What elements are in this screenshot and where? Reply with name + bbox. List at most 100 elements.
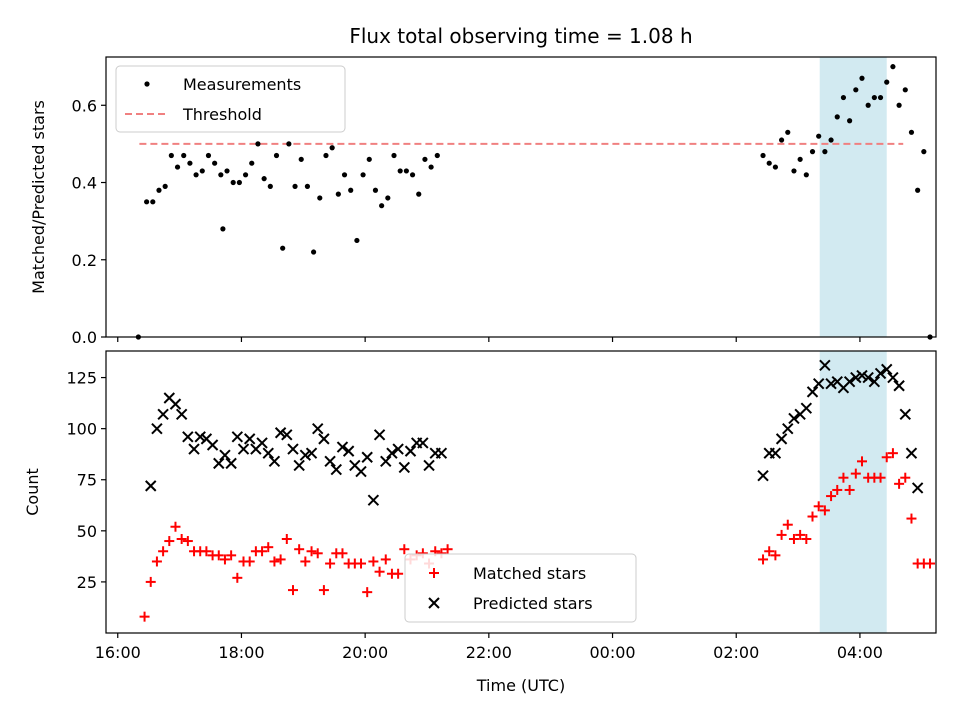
matched-star-point	[782, 519, 793, 530]
predicted-star-point	[850, 371, 862, 384]
predicted-star-point	[157, 408, 169, 421]
matched-star-point	[826, 491, 837, 502]
x-tick-label: 18:00	[218, 643, 264, 662]
measurement-point	[199, 168, 205, 174]
predicted-star-point	[812, 377, 825, 390]
measurement-point	[403, 168, 409, 174]
predicted-star-point	[194, 431, 206, 443]
measurement-point	[156, 187, 162, 193]
top-legend: Measurements Threshold	[115, 65, 346, 133]
matched-star-point	[325, 558, 336, 569]
predicted-star-point	[287, 443, 299, 455]
x-tick-label: 16:00	[95, 643, 141, 662]
measurement-point	[168, 152, 174, 159]
measurement-point	[304, 183, 311, 189]
bottom-panel: 25 50 75 100 125 16:00 18:00 20:00 22:00 00:00 02…	[23, 350, 937, 695]
top-legend-box	[115, 65, 346, 133]
predicted-star-point	[243, 433, 256, 445]
measurement-point	[242, 172, 249, 178]
measurement-point	[803, 172, 809, 178]
measurement-point	[205, 152, 212, 159]
predicted-star-point	[312, 422, 324, 435]
matched-star-point	[393, 568, 404, 579]
predicted-star-point	[423, 459, 435, 472]
predicted-star-point	[800, 402, 813, 414]
measurement-point	[409, 172, 416, 178]
predicted-star-point	[899, 408, 911, 421]
measurement-point	[778, 137, 785, 143]
matched-star-point	[776, 529, 787, 540]
matched-star-point	[399, 544, 410, 555]
top-panel: 0.0 0.2 0.4 0.6 Matched/Predicted stars Mea…	[29, 56, 937, 347]
predicted-star-point	[175, 408, 188, 421]
x-tick-label: 04:00	[837, 643, 883, 662]
predicted-star-point	[862, 371, 874, 384]
matched-star-point	[226, 550, 237, 561]
matched-star-point	[856, 456, 867, 467]
matched-star-point	[819, 505, 830, 516]
predicted-star-point	[330, 463, 342, 476]
predicted-star-point	[262, 447, 274, 459]
predicted-star-point	[856, 369, 868, 382]
matched-star-point	[838, 472, 849, 483]
top-y-ticks: 0.0 0.2 0.4 0.6	[72, 96, 106, 347]
predicted-star-point	[268, 455, 281, 468]
bottom-y-axis-title: Count	[23, 468, 42, 516]
x-tick-label: 00:00	[589, 643, 635, 662]
measurement-point	[311, 249, 317, 255]
measurement-point	[890, 64, 896, 70]
predicted-star-point	[788, 412, 800, 425]
predicted-star-point	[905, 447, 918, 459]
measurement-point	[847, 118, 853, 124]
predicted-star-point	[182, 431, 194, 443]
predicted-star-point	[324, 455, 336, 468]
measurement-point	[908, 129, 915, 135]
predicted-star-point	[398, 461, 411, 474]
measurement-point	[323, 152, 329, 159]
y-tick-label: 25	[77, 573, 97, 592]
predicted-star-point	[417, 437, 429, 449]
measurement-point	[317, 195, 323, 201]
predicted-star-point	[151, 422, 163, 435]
predicted-star-point	[881, 363, 893, 376]
x-axis-title: Time (UTC)	[476, 676, 565, 695]
measurements-series	[135, 64, 933, 340]
chart-title: Flux total observing time = 1.08 h	[349, 24, 692, 48]
predicted-star-point	[361, 451, 373, 463]
measurement-point	[212, 160, 218, 166]
measurement-point	[434, 152, 440, 159]
measurement-point	[329, 145, 335, 151]
matched-star-point	[182, 536, 193, 547]
bottom-highlight-span	[819, 351, 887, 633]
measurement-point	[360, 172, 366, 178]
measurement-point	[298, 156, 304, 162]
measurement-point	[797, 156, 803, 162]
matched-star-point	[764, 546, 775, 557]
y-tick-label: 125	[66, 369, 97, 388]
predicted-star-point	[336, 441, 349, 453]
matched-star-point	[201, 546, 212, 557]
measurement-point	[840, 94, 847, 101]
predicted-star-point	[392, 443, 404, 455]
matched-star-point	[788, 534, 799, 544]
predicted-star-point	[819, 359, 831, 372]
predicted-star-point	[318, 433, 330, 445]
predicted-star-point	[893, 380, 905, 392]
legend-predicted-marker	[428, 597, 440, 609]
predicted-star-point	[355, 465, 367, 478]
measurement-point	[822, 149, 828, 155]
matched-star-point	[312, 548, 323, 559]
legend-matched-label: Matched stars	[473, 564, 586, 583]
legend-matched-marker	[429, 568, 439, 578]
matched-star-point	[832, 484, 843, 495]
matched-star-point	[801, 534, 812, 544]
measurement-point	[354, 237, 360, 244]
predicted-star-point	[782, 422, 794, 435]
measurement-point	[915, 187, 921, 193]
matched-star-point	[145, 576, 156, 587]
predicted-star-point	[911, 482, 924, 494]
predicted-star-point	[843, 375, 856, 388]
matched-star-point	[170, 521, 181, 532]
measurement-point	[884, 79, 890, 85]
